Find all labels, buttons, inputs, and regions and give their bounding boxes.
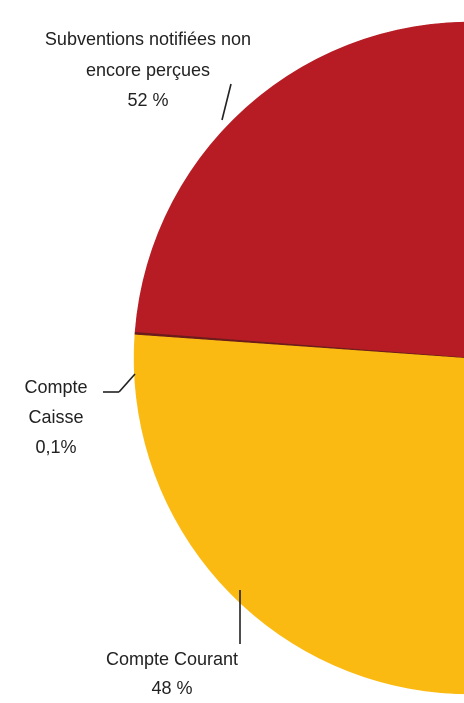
label-subventions-value: 52 % xyxy=(127,90,168,110)
leader-line-subventions xyxy=(221,83,232,121)
pie-slice-compte-courant xyxy=(133,334,464,695)
label-subventions-line1: Subventions notifiées non xyxy=(45,29,251,49)
pie-slice-subventions-notifiées xyxy=(134,21,464,358)
leader-line-caisse-diag xyxy=(118,373,136,393)
label-courant-line1: Compte Courant xyxy=(106,649,238,669)
pie-slice-compte-caisse xyxy=(134,331,464,358)
label-courant-value: 48 % xyxy=(151,678,192,698)
label-caisse-line2: Caisse xyxy=(28,407,83,427)
label-caisse-line1: Compte xyxy=(24,377,87,397)
label-subventions-line2: encore perçues xyxy=(86,60,210,80)
leader-lines xyxy=(103,83,241,644)
label-caisse-value: 0,1% xyxy=(35,437,76,457)
pie-slices xyxy=(133,21,464,695)
